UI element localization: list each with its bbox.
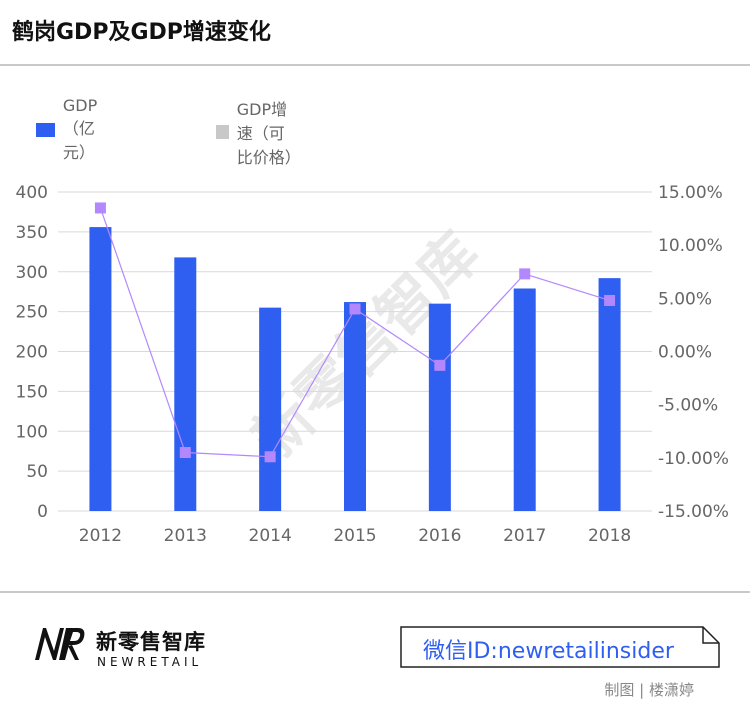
y-tick-label-right: -10.00%	[658, 449, 729, 469]
brand-name-cn: 新零售智库	[96, 630, 206, 654]
y-tick-label-left: 0	[37, 502, 48, 522]
legend-label-gdp: GDP（亿元）	[62, 96, 98, 162]
x-tick-label: 2018	[588, 526, 631, 546]
bar	[598, 278, 621, 511]
y-tick-label-left: 400	[16, 183, 48, 203]
growth-point	[519, 268, 531, 280]
chart-title: 鹤岗GDP及GDP增速变化	[12, 20, 271, 45]
y-tick-label-left: 250	[16, 303, 48, 323]
x-tick-label: 2014	[249, 526, 292, 546]
y-tick-label-right: 15.00%	[658, 183, 723, 203]
wechat-id-box	[400, 626, 720, 668]
header-divider	[0, 64, 750, 66]
y-tick-label-right: 5.00%	[658, 289, 712, 309]
growth-point	[94, 202, 106, 214]
y-tick-label-left: 150	[16, 382, 48, 402]
legend-item-growth: GDP增速（可比价格）	[216, 96, 301, 168]
y-tick-label-right: 10.00%	[658, 236, 723, 256]
bar	[344, 302, 366, 511]
bar	[513, 288, 536, 511]
growth-point	[264, 451, 276, 463]
x-tick-label: 2012	[79, 526, 122, 546]
y-tick-label-right: 0.00%	[658, 343, 712, 363]
y-tick-label-left: 200	[16, 343, 48, 363]
y-tick-label-right: -15.00%	[658, 502, 729, 522]
x-tick-label: 2017	[503, 526, 546, 546]
x-tick-label: 2016	[418, 526, 461, 546]
bar	[89, 227, 112, 511]
y-tick-label-right: -5.00%	[658, 396, 718, 416]
growth-point	[349, 303, 361, 315]
y-tick-label-left: 300	[16, 263, 48, 283]
legend-swatch-growth	[216, 125, 229, 139]
growth-point	[179, 447, 191, 459]
legend-item-gdp: GDP（亿元）	[36, 96, 114, 163]
chart-credit: 制图 | 楼潇婷	[604, 681, 694, 699]
bar	[428, 303, 451, 511]
legend-label-growth: GDP增速（可比价格）	[236, 100, 301, 167]
newretail-logo-icon	[35, 628, 85, 660]
legend-swatch-gdp	[36, 122, 55, 137]
bar	[259, 307, 282, 511]
brand-name-en: NEWRETAIL	[97, 655, 203, 669]
growth-point	[434, 359, 446, 371]
axis-labels: 0 50 100 150 200 250 300 350 400 -15.00% -10.00% -5…	[16, 183, 729, 546]
footer-divider	[0, 591, 750, 593]
gdp-chart: 新零售智库 050100150200250300350400-15.00%-10…	[16, 183, 729, 546]
x-tick-label: 2013	[164, 526, 207, 546]
x-tick-label: 2015	[333, 526, 376, 546]
y-tick-label-left: 350	[16, 223, 48, 243]
y-tick-label-left: 100	[16, 422, 48, 442]
bar	[174, 257, 197, 511]
growth-point	[604, 294, 616, 306]
wechat-id-label: 微信ID:newretailinsider	[423, 639, 674, 664]
bar-series	[89, 227, 621, 511]
y-tick-label-left: 50	[26, 462, 48, 482]
line-series	[94, 202, 616, 463]
